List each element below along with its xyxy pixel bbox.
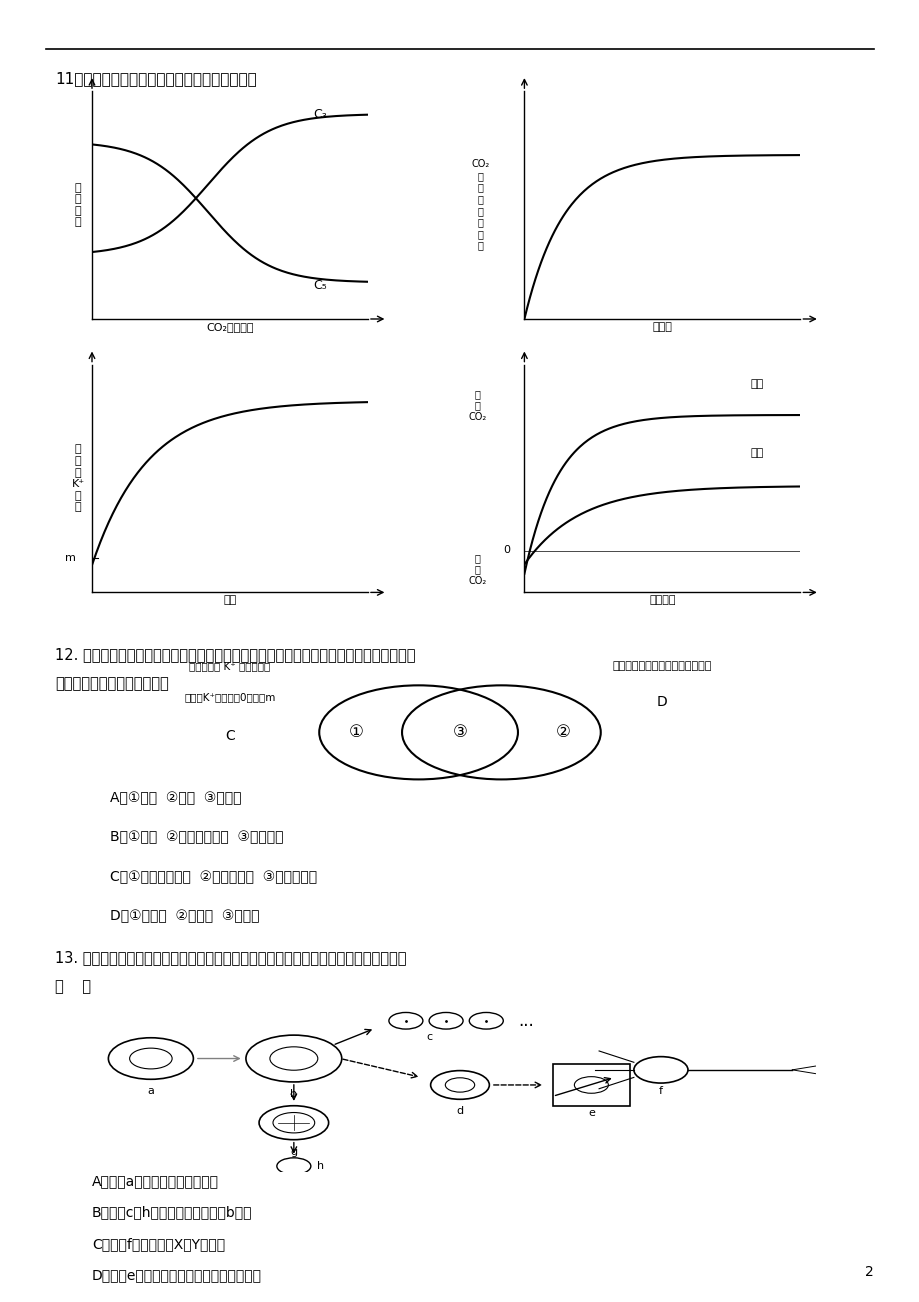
Text: 小麦叶肉细胞中C₃、C₅含量变化: 小麦叶肉细胞中C₃、C₅含量变化	[177, 388, 282, 397]
Text: C₃: C₃	[312, 108, 326, 121]
Text: d: d	[456, 1107, 463, 1116]
Text: A．①抗体  ②载体  ③蛋白质: A．①抗体 ②载体 ③蛋白质	[110, 792, 242, 806]
Text: e: e	[587, 1108, 595, 1118]
Text: 细胞外K⁺浓度大于0且小于m: 细胞外K⁺浓度大于0且小于m	[184, 693, 276, 703]
Text: ...: ...	[517, 1012, 533, 1030]
Text: CO₂
释
放
量
的
相
对
值: CO₂ 释 放 量 的 相 对 值	[471, 159, 489, 251]
Text: m: m	[64, 553, 75, 564]
Text: 13. 下图为哺乳动物体内细胞的某些生命活动的示意图。据图判断，下列说法不正确的是: 13. 下图为哺乳动物体内细胞的某些生命活动的示意图。据图判断，下列说法不正确的…	[55, 950, 406, 966]
Text: （    ）: （ ）	[55, 979, 91, 995]
Y-axis label: 细
胞
内
K⁺
浓
度: 细 胞 内 K⁺ 浓 度	[72, 444, 85, 513]
Text: 释
放
CO₂: 释 放 CO₂	[468, 553, 486, 586]
Text: C: C	[225, 729, 234, 743]
Text: b: b	[290, 1088, 297, 1099]
Text: B．细胞c和h中染色体数目与细胞b不同: B．细胞c和h中染色体数目与细胞b不同	[92, 1206, 252, 1220]
X-axis label: 时间: 时间	[223, 595, 236, 605]
Text: 吸
收
CO₂: 吸 收 CO₂	[468, 389, 486, 422]
Text: 玉米根系CO₂释放量的变化: 玉米根系CO₂释放量的变化	[618, 388, 705, 397]
Text: B．①群落  ②生物生存环境  ③生态系统: B．①群落 ②生物生存环境 ③生态系统	[110, 831, 284, 845]
Text: 轮藻细胞内 K⁺ 浓度的变化: 轮藻细胞内 K⁺ 浓度的变化	[189, 661, 270, 671]
Text: C₅: C₅	[312, 280, 326, 293]
Text: 0: 0	[503, 546, 510, 555]
Text: 列各项符合右图所示关系的是: 列各项符合右图所示关系的是	[55, 676, 169, 691]
Text: 人参: 人参	[750, 379, 763, 389]
Text: ③: ③	[452, 724, 467, 741]
Text: C．细胞f中同时含有X和Y染色体: C．细胞f中同时含有X和Y染色体	[92, 1237, 225, 1251]
Text: 2: 2	[864, 1264, 873, 1279]
Text: D．①细胞膜  ②细胞质  ③细胞核: D．①细胞膜 ②细胞质 ③细胞核	[110, 909, 260, 923]
Text: 豌豆: 豌豆	[750, 448, 763, 458]
Text: g: g	[290, 1147, 297, 1156]
Text: a: a	[147, 1086, 154, 1096]
Text: 阳生、阴生植物光合作用强度变化: 阳生、阴生植物光合作用强度变化	[612, 661, 711, 671]
Text: B: B	[657, 422, 666, 436]
Text: 12. 生物学知识中有很多相关联的概念，我们可以用图来形象地表示这些概念间的关系，下: 12. 生物学知识中有很多相关联的概念，我们可以用图来形象地表示这些概念间的关系…	[55, 647, 415, 663]
Text: f: f	[658, 1086, 663, 1096]
X-axis label: CO₂浓度降低: CO₂浓度降低	[206, 322, 254, 332]
Y-axis label: 相
对
含
量: 相 对 含 量	[74, 182, 82, 228]
Text: ②: ②	[555, 724, 571, 741]
X-axis label: 光照强度: 光照强度	[649, 595, 675, 605]
Text: ①: ①	[348, 724, 364, 741]
Text: D．细胞e所示生理过程取决于膜的选择透性: D．细胞e所示生理过程取决于膜的选择透性	[92, 1268, 262, 1282]
Text: A．细胞a具有分裂和分化的功能: A．细胞a具有分裂和分化的功能	[92, 1174, 219, 1189]
Text: A: A	[225, 422, 234, 436]
Text: h: h	[317, 1161, 323, 1170]
Text: D: D	[656, 695, 667, 710]
Text: 11．下列与植物代谢有关的示意图中，正确的是: 11．下列与植物代谢有关的示意图中，正确的是	[55, 72, 256, 87]
X-axis label: 含氧量: 含氧量	[652, 322, 672, 332]
Text: C．①神经元细胞体  ②神经元树突  ③神经元轴突: C．①神经元细胞体 ②神经元树突 ③神经元轴突	[110, 870, 317, 884]
Text: c: c	[425, 1032, 432, 1042]
